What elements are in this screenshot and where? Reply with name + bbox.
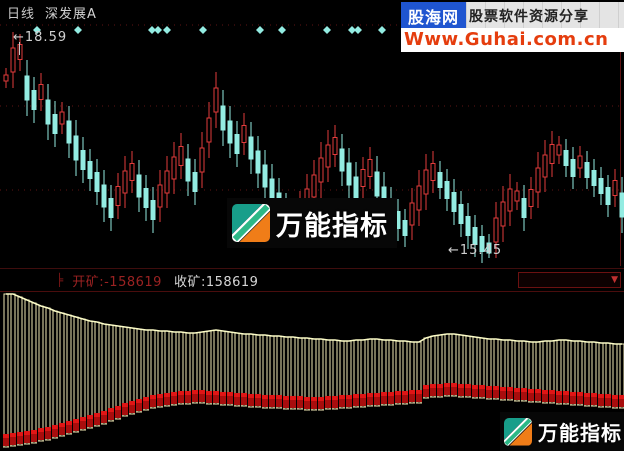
watermark-brand-text: 万能指标	[276, 210, 388, 242]
symbol-label: 深发展A	[45, 7, 97, 22]
indicator-close-value: 收矿:158619	[173, 274, 259, 290]
period-label: 日线	[7, 7, 36, 22]
ad-banner: 股海网 股票软件资源分享 Www.Guhai.com.cn	[401, 2, 624, 52]
indicator-collapse-marker[interactable]: ╞	[56, 273, 64, 287]
brand-logo-icon	[232, 204, 270, 242]
site-url: Www.Guhai.com.cn	[401, 28, 624, 52]
brand-logo-icon	[504, 417, 532, 446]
indicator-dropdown[interactable]: ▼	[518, 272, 621, 288]
site-name-badge: 股海网	[401, 2, 467, 28]
high-price-annotation: ←18.59	[13, 30, 68, 45]
watermark-center: 万能指标	[227, 198, 397, 248]
chart-title: 日线 深发展A	[7, 3, 97, 22]
watermark-bottom-right: 万能指标	[500, 412, 624, 451]
indicator-open-value: 开矿:-158619	[72, 274, 162, 290]
indicator-header-row: ╞ 开矿:-158619 收矿:158619 ▼	[0, 268, 624, 292]
watermark-brand-text: 万能指标	[538, 421, 622, 445]
low-price-annotation: ←15.45	[448, 243, 503, 258]
high-price-tick	[19, 42, 20, 55]
chevron-down-icon[interactable]: ▼	[611, 275, 618, 285]
site-tagline: 股票软件资源分享	[466, 2, 624, 28]
